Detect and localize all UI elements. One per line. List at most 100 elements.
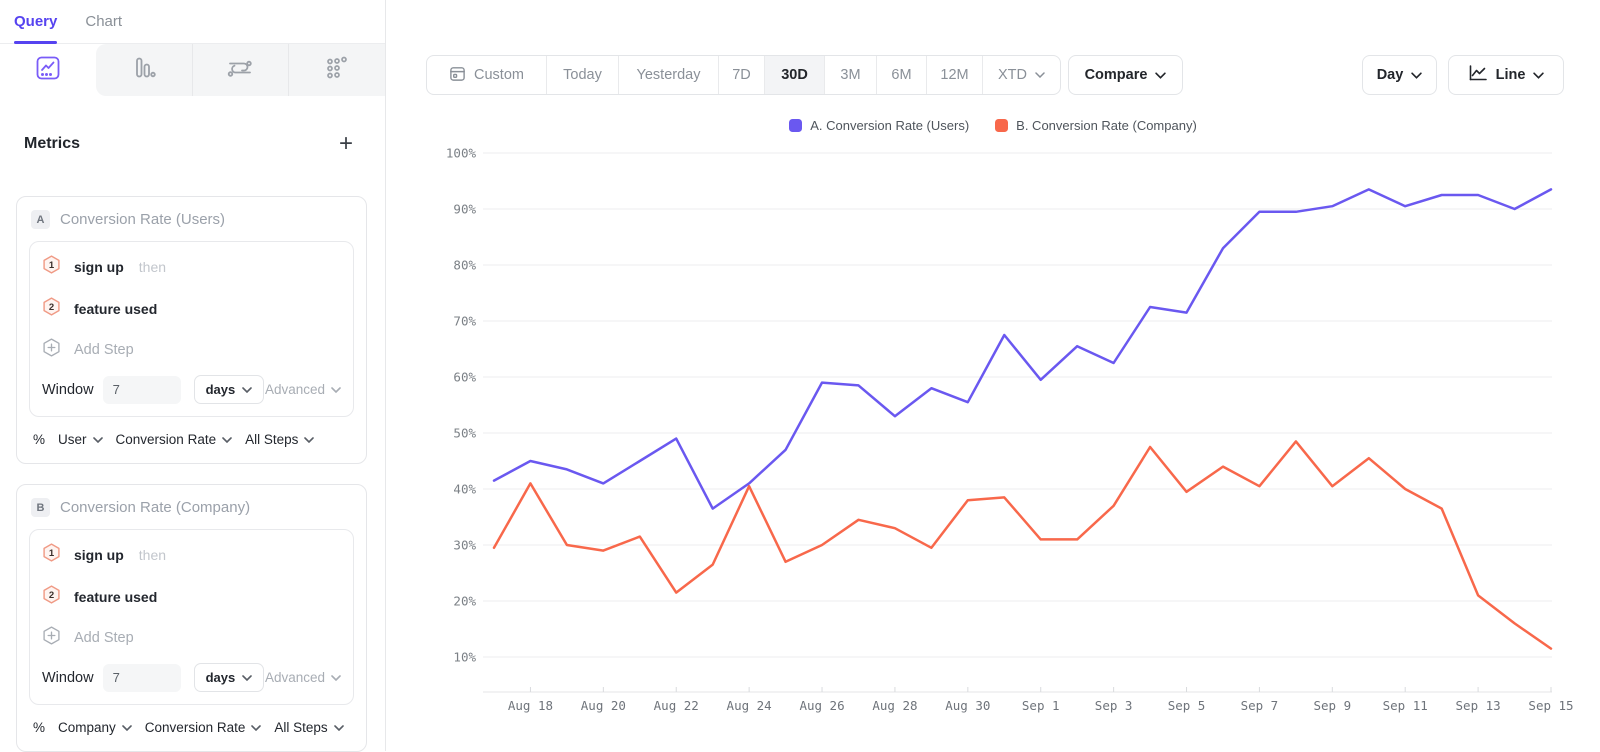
chart-type-bar[interactable] <box>95 44 192 96</box>
window-unit-label: days <box>205 382 236 397</box>
funnel-step[interactable]: 2 feature used <box>42 576 341 618</box>
step-then-label: then <box>138 259 167 275</box>
steps-scope-select[interactable]: All Steps <box>274 720 344 735</box>
tab-chart[interactable]: Chart <box>85 13 123 30</box>
window-unit-select[interactable]: days <box>193 375 265 404</box>
percent-label: % <box>33 432 46 447</box>
metric-type-label: Conversion Rate <box>115 432 217 447</box>
chart-legend: A. Conversion Rate (Users) B. Conversion … <box>386 118 1600 133</box>
chart-type-line[interactable] <box>0 44 96 96</box>
date-range-30d[interactable]: 30D <box>765 56 825 94</box>
x-axis-label: Aug 20 <box>581 698 626 713</box>
advanced-label: Advanced <box>264 382 325 397</box>
entity-select[interactable]: Company <box>58 720 132 735</box>
legend-label: A. Conversion Rate (Users) <box>810 118 970 133</box>
metric-type-select[interactable]: Conversion Rate <box>145 720 262 735</box>
series-line-b <box>492 440 1553 650</box>
chevron-down-icon <box>1533 71 1545 79</box>
add-step-label: Add Step <box>74 629 134 646</box>
window-label: Window <box>42 381 94 398</box>
chevron-down-icon <box>1035 72 1045 78</box>
x-axis-label: Aug 26 <box>799 698 844 713</box>
window-unit-label: days <box>205 670 236 685</box>
date-range-today[interactable]: Today <box>547 56 619 94</box>
add-metric-button[interactable]: + <box>338 130 353 157</box>
x-axis-label: Aug 18 <box>508 698 553 713</box>
funnel-steps-box-b: 1 sign up then 2 feature used Add Step W… <box>29 529 354 705</box>
step-number-badge: 2 <box>42 297 61 321</box>
x-axis-label: Sep 13 <box>1456 698 1501 713</box>
metric-card-a: A Conversion Rate (Users) 1 sign up then… <box>16 196 367 464</box>
date-range-7d[interactable]: 7D <box>719 56 765 94</box>
y-axis-label: 30% <box>453 538 476 553</box>
svg-text:2: 2 <box>49 590 54 601</box>
metric-title-b[interactable]: Conversion Rate (Company) <box>60 499 251 516</box>
chevron-down-icon <box>242 386 253 393</box>
window-value-input[interactable] <box>102 375 181 404</box>
add-step-button[interactable]: Add Step <box>42 618 341 658</box>
entity-select[interactable]: User <box>58 432 103 447</box>
legend-label: B. Conversion Rate (Company) <box>1016 118 1197 133</box>
date-range-6m[interactable]: 6M <box>877 56 927 94</box>
chart-type-scatter[interactable] <box>288 44 385 96</box>
metrics-header: Metrics + <box>24 130 353 157</box>
x-axis-label: Sep 7 <box>1241 698 1279 713</box>
chevron-down-icon <box>222 436 232 443</box>
y-axis-label: 50% <box>453 426 476 441</box>
window-row: Window days Advanced <box>42 375 341 404</box>
chart-type-flow[interactable] <box>191 44 289 96</box>
date-range-custom[interactable]: Custom <box>427 56 547 94</box>
legend-item-b[interactable]: B. Conversion Rate (Company) <box>995 118 1197 133</box>
date-range-label: 7D <box>732 67 751 83</box>
compare-label: Compare <box>1084 67 1148 83</box>
svg-text:2: 2 <box>49 302 54 313</box>
advanced-toggle[interactable]: Advanced <box>265 670 341 685</box>
date-range-3m[interactable]: 3M <box>825 56 877 94</box>
chart-type-selector <box>0 44 385 96</box>
date-range-12m[interactable]: 12M <box>927 56 983 94</box>
x-axis-label: Sep 1 <box>1022 698 1060 713</box>
advanced-label: Advanced <box>264 670 325 685</box>
funnel-step[interactable]: 2 feature used <box>42 288 341 330</box>
granularity-label: Day <box>1376 67 1404 83</box>
step-event-label[interactable]: feature used <box>74 589 158 605</box>
flow-icon <box>226 55 254 86</box>
metric-type-select[interactable]: Conversion Rate <box>116 432 233 447</box>
funnel-step[interactable]: 1 sign up then <box>42 246 341 288</box>
add-step-button[interactable]: Add Step <box>42 330 341 370</box>
conversion-line-chart: 100% 90% 80% 70% 60% 50% 40% 30% 20% 10% Aug 18 Aug… <box>446 146 1574 714</box>
funnel-step[interactable]: 1 sign up then <box>42 534 341 576</box>
window-unit-select[interactable]: days <box>193 663 265 692</box>
granularity-button[interactable]: Day <box>1362 55 1437 95</box>
svg-text:1: 1 <box>49 548 55 559</box>
steps-scope-select[interactable]: All Steps <box>245 432 315 447</box>
step-event-label[interactable]: feature used <box>74 301 158 317</box>
compare-button[interactable]: Compare <box>1068 55 1183 95</box>
chart-panel: Custom Today Yesterday 7D 30D 3M 6M 12M XTD Comp… <box>386 0 1600 751</box>
step-number-badge: 1 <box>42 543 61 567</box>
date-range-label: 30D <box>781 67 808 83</box>
y-axis-label: 90% <box>453 202 476 217</box>
y-axis-label: 20% <box>453 594 476 609</box>
metric-card-a-header: A Conversion Rate (Users) <box>17 197 366 239</box>
date-range-yesterday[interactable]: Yesterday <box>619 56 719 94</box>
date-range-xtd[interactable]: XTD <box>983 56 1060 94</box>
step-event-label[interactable]: sign up <box>74 547 124 563</box>
x-axis-label: Sep 5 <box>1168 698 1206 713</box>
query-sidebar: Query Chart <box>0 0 386 752</box>
metric-title-a[interactable]: Conversion Rate (Users) <box>60 211 226 228</box>
add-step-icon <box>42 626 61 649</box>
x-axis-label: Sep 15 <box>1528 698 1573 713</box>
line-chart-icon <box>35 55 61 86</box>
date-range-label: Custom <box>474 67 524 83</box>
chevron-down-icon <box>333 724 344 731</box>
advanced-toggle[interactable]: Advanced <box>265 382 341 397</box>
step-number-badge: 2 <box>42 585 61 609</box>
legend-item-a[interactable]: A. Conversion Rate (Users) <box>789 118 969 133</box>
step-event-label[interactable]: sign up <box>74 259 124 275</box>
window-value-input[interactable] <box>102 663 181 692</box>
tab-query[interactable]: Query <box>14 0 58 44</box>
x-axis-label: Aug 28 <box>872 698 917 713</box>
date-range-label: Today <box>563 67 602 83</box>
chart-style-button[interactable]: Line <box>1448 55 1564 95</box>
